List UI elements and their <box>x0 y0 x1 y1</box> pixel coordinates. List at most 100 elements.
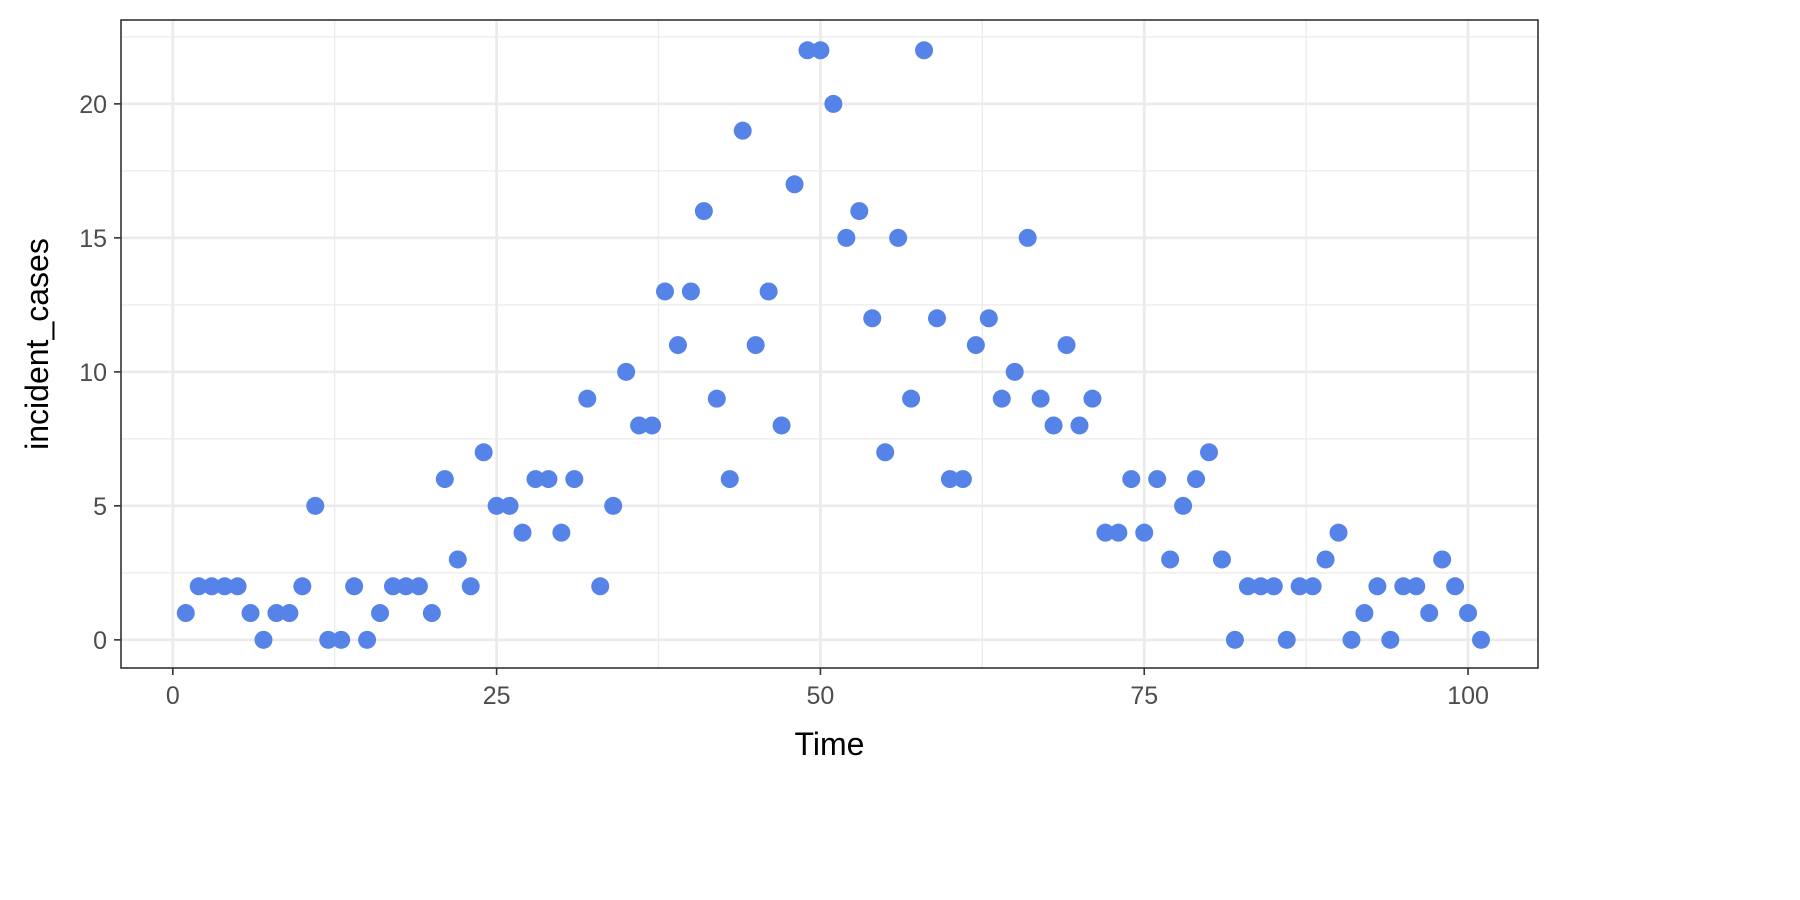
data-point <box>643 416 662 435</box>
grid <box>121 20 1538 668</box>
data-point <box>1044 416 1063 435</box>
data-point <box>552 523 571 542</box>
x-tick-label: 100 <box>1447 682 1489 710</box>
data-point <box>759 282 778 301</box>
y-tick-label: 15 <box>79 225 107 253</box>
data-point <box>1368 577 1387 596</box>
data-point <box>1238 577 1257 596</box>
data-point <box>707 389 726 408</box>
data-point <box>1472 630 1491 649</box>
data-point <box>228 577 247 596</box>
data-point <box>630 416 649 435</box>
data-point <box>1200 443 1219 462</box>
data-point <box>539 470 558 489</box>
data-point <box>1148 470 1167 489</box>
data-point <box>396 577 415 596</box>
data-point <box>1135 523 1154 542</box>
data-point <box>837 228 856 247</box>
data-point <box>565 470 584 489</box>
data-point <box>1031 389 1050 408</box>
data-point <box>850 202 869 221</box>
data-point <box>1187 470 1206 489</box>
data-point <box>979 309 998 328</box>
data-point <box>915 41 934 60</box>
data-point <box>1225 630 1244 649</box>
data-point <box>1070 416 1089 435</box>
data-point <box>1329 523 1348 542</box>
data-point <box>1277 630 1296 649</box>
data-point <box>889 228 908 247</box>
data-point <box>746 336 765 355</box>
data-point <box>928 309 947 328</box>
data-point <box>1161 550 1180 569</box>
data-point <box>681 282 700 301</box>
data-point <box>720 470 739 489</box>
data-point <box>487 496 506 515</box>
data-point <box>526 470 545 489</box>
data-point <box>1407 577 1426 596</box>
data-point <box>785 175 804 194</box>
data-point <box>824 94 843 113</box>
data-point <box>863 309 882 328</box>
data-point <box>591 577 610 596</box>
data-point <box>1446 577 1465 596</box>
data-point <box>254 630 273 649</box>
data-point <box>1174 496 1193 515</box>
data-point <box>1251 577 1270 596</box>
data-point <box>409 577 428 596</box>
data-point <box>280 604 299 623</box>
y-tick-label: 20 <box>79 91 107 119</box>
data-point <box>617 362 636 381</box>
data-point <box>656 282 675 301</box>
data-point <box>1109 523 1128 542</box>
data-point <box>1005 362 1024 381</box>
data-point <box>176 604 195 623</box>
data-point <box>1381 630 1400 649</box>
data-point <box>1394 577 1413 596</box>
panel-border <box>120 19 1539 669</box>
data-point <box>694 202 713 221</box>
data-point <box>1433 550 1452 569</box>
data-point <box>189 577 208 596</box>
data-point <box>474 443 493 462</box>
x-tick-label: 50 <box>807 682 835 710</box>
data-point <box>202 577 221 596</box>
data-point <box>1290 577 1309 596</box>
data-point <box>500 496 519 515</box>
data-point <box>992 389 1011 408</box>
data-point <box>1083 389 1102 408</box>
y-axis-label: incident_cases <box>19 238 55 450</box>
data-point <box>215 577 234 596</box>
data-point <box>1459 604 1478 623</box>
x-axis-label: Time <box>795 726 865 762</box>
data-point <box>435 470 454 489</box>
data-point <box>513 523 532 542</box>
data-point <box>940 470 959 489</box>
y-tick-label: 5 <box>93 493 107 521</box>
data-point <box>461 577 480 596</box>
ticks: 0 25 50 75 100 0 5 10 15 20 <box>79 91 1489 710</box>
data-point <box>306 496 325 515</box>
data-point <box>1096 523 1115 542</box>
data-point <box>241 604 260 623</box>
data-point <box>319 630 338 649</box>
data-point <box>902 389 921 408</box>
data-point <box>1122 470 1141 489</box>
data-point <box>448 550 467 569</box>
data-point <box>772 416 791 435</box>
y-tick-label: 10 <box>79 359 107 387</box>
data-point <box>1420 604 1439 623</box>
data-point <box>371 604 390 623</box>
data-point <box>1342 630 1361 649</box>
data-point <box>578 389 597 408</box>
data-point <box>384 577 403 596</box>
data-point <box>876 443 895 462</box>
data-point <box>966 336 985 355</box>
data-point <box>293 577 312 596</box>
data-point <box>811 41 830 60</box>
data-point <box>358 630 377 649</box>
data-point <box>1212 550 1231 569</box>
x-tick-label: 0 <box>166 682 180 710</box>
data-point <box>345 577 364 596</box>
points <box>176 41 1491 649</box>
